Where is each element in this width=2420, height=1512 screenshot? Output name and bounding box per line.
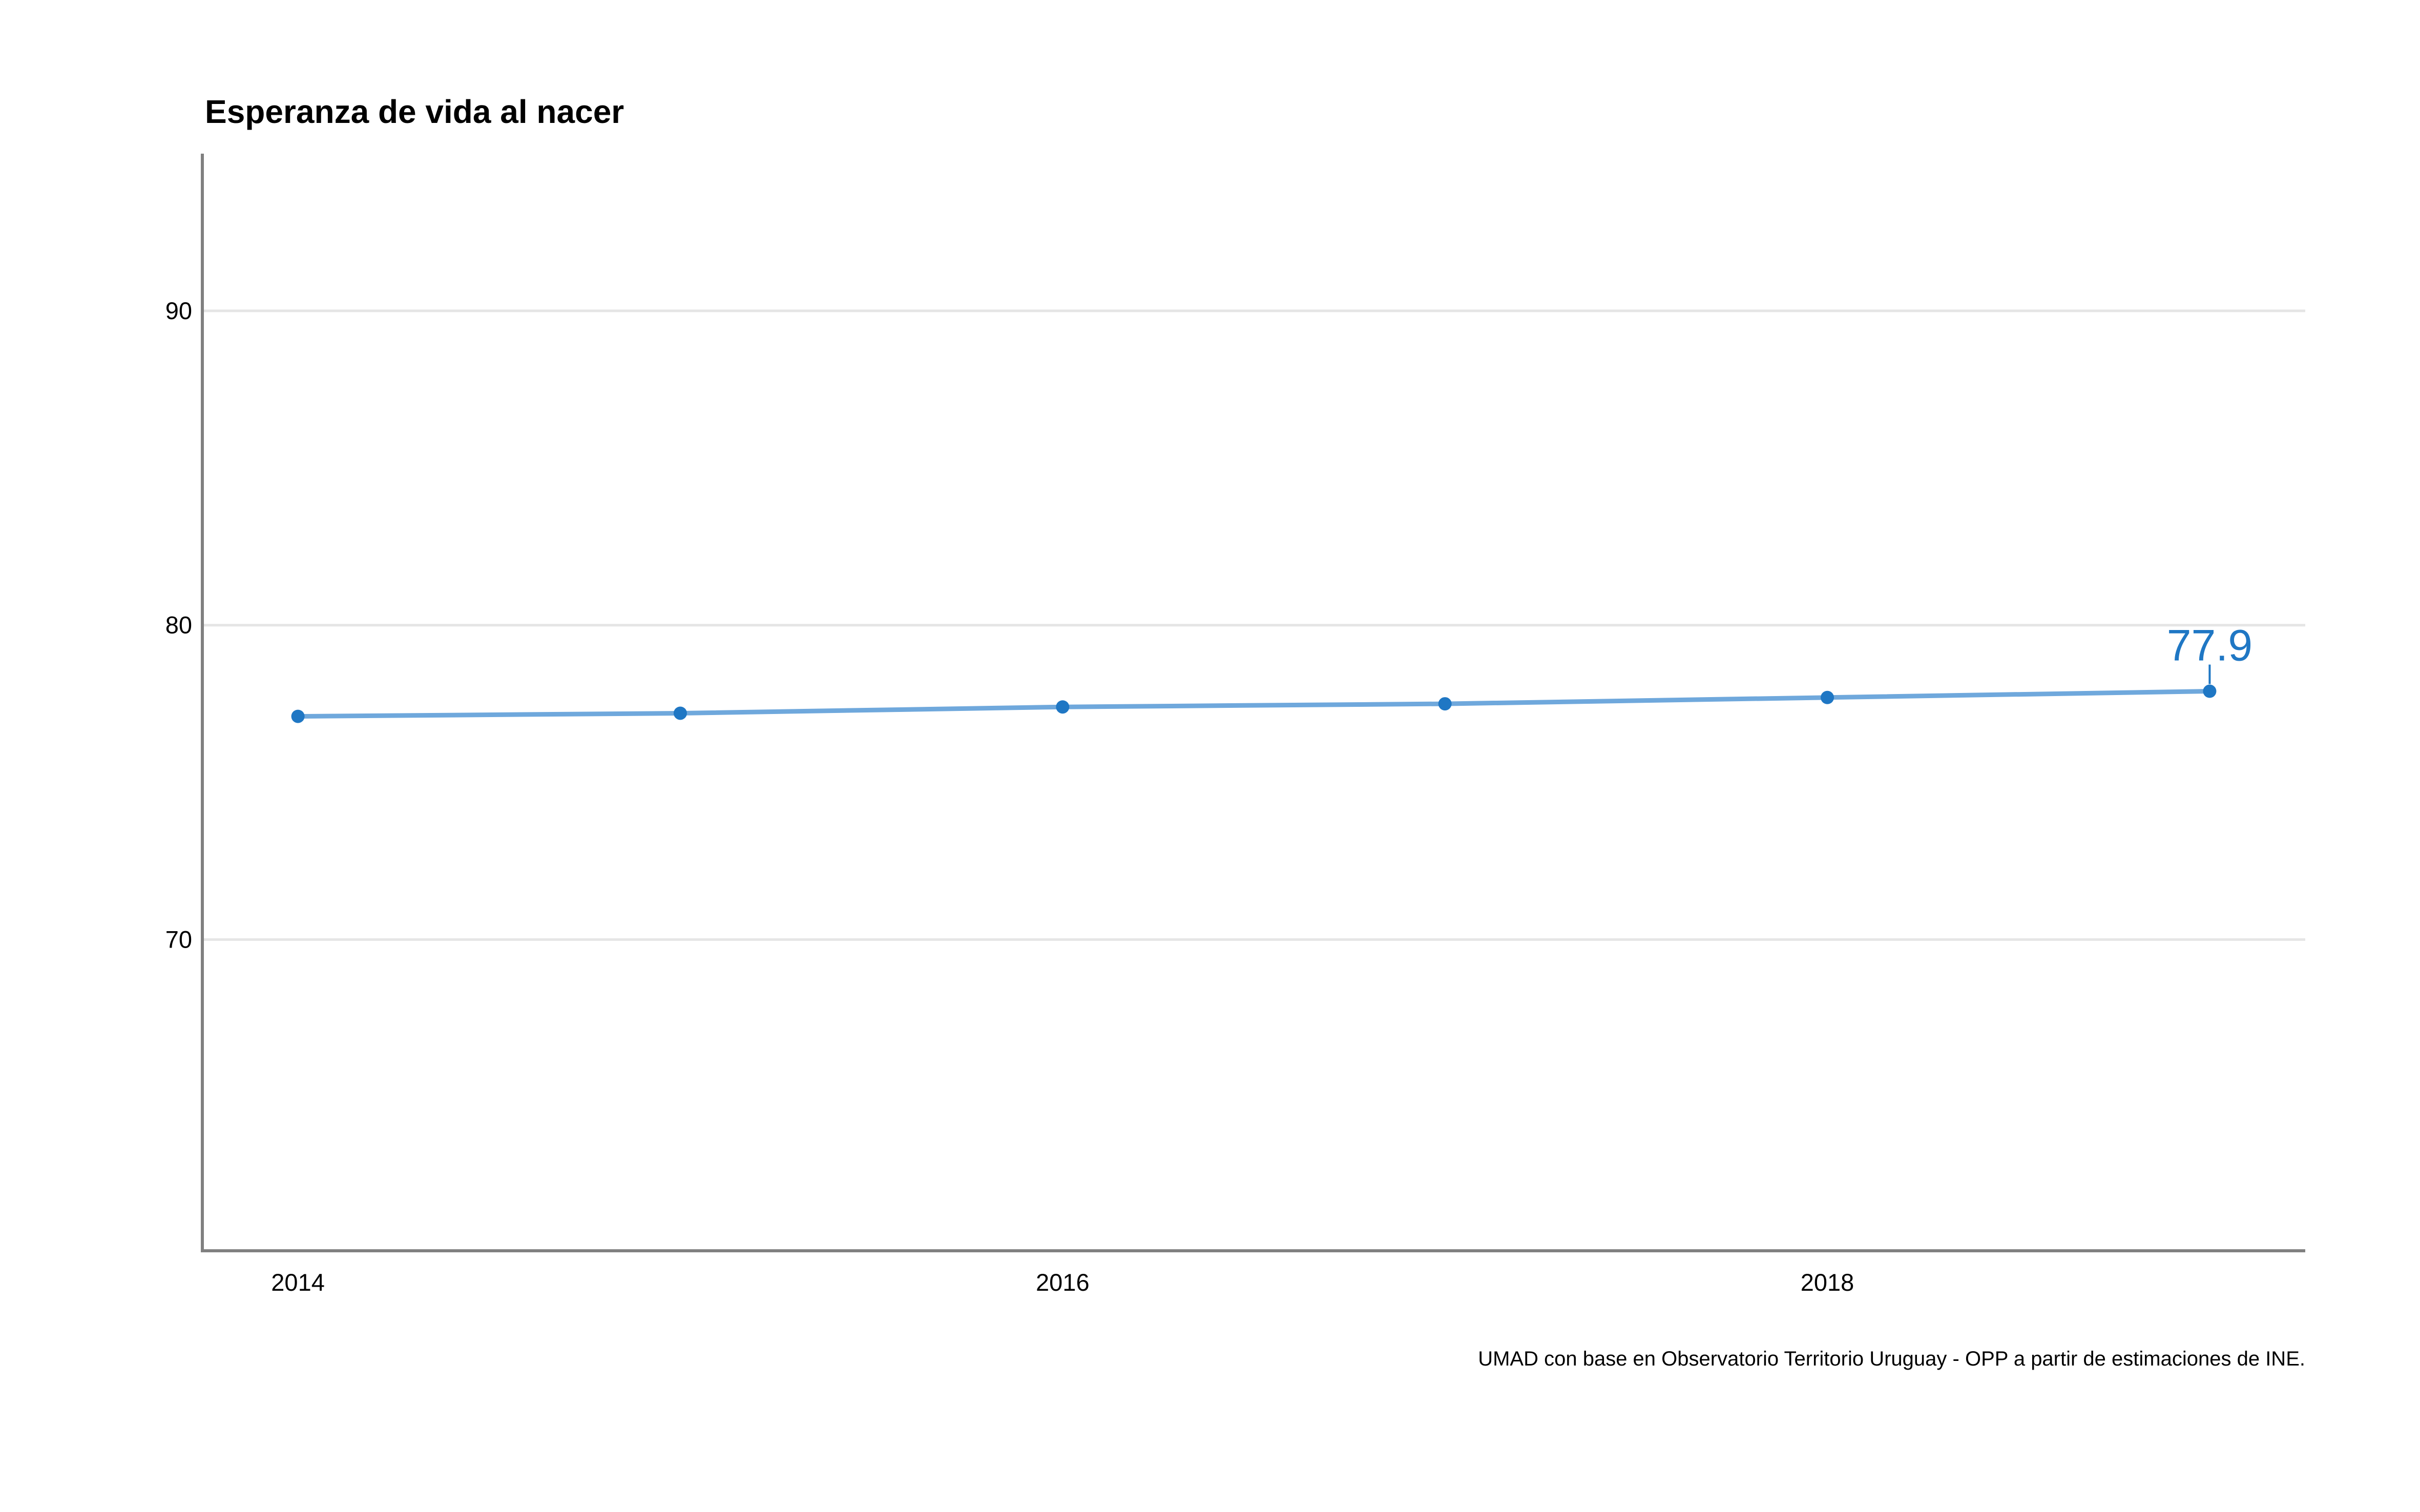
data-point-2019 (2203, 684, 2217, 698)
value-label-group: 77.9 (2167, 621, 2252, 684)
chart-caption: UMAD con base en Observatorio Territorio… (1478, 1348, 2305, 1370)
x-axis-ticks: 2014 2016 2018 (271, 1269, 1854, 1296)
data-point-2014 (291, 709, 305, 723)
data-point-2015 (673, 706, 687, 720)
data-point-2016 (1056, 700, 1070, 714)
data-point-2017 (1438, 697, 1452, 711)
data-series (291, 684, 2217, 723)
gridlines (202, 309, 2305, 941)
y-tick-label-70: 70 (165, 926, 192, 953)
axes (201, 154, 2305, 1252)
x-tick-label-2016: 2016 (1036, 1269, 1090, 1296)
chart-title: Esperanza de vida al nacer (205, 93, 624, 130)
series-line (296, 689, 2212, 719)
x-tick-label-2018: 2018 (1801, 1269, 1854, 1296)
y-tick-label-90: 90 (165, 297, 192, 324)
data-point-2018 (1821, 690, 1834, 704)
x-tick-label-2014: 2014 (271, 1269, 325, 1296)
value-label-last: 77.9 (2167, 621, 2252, 670)
y-axis-ticks: 70 80 90 (165, 297, 192, 953)
y-tick-label-80: 80 (165, 612, 192, 639)
